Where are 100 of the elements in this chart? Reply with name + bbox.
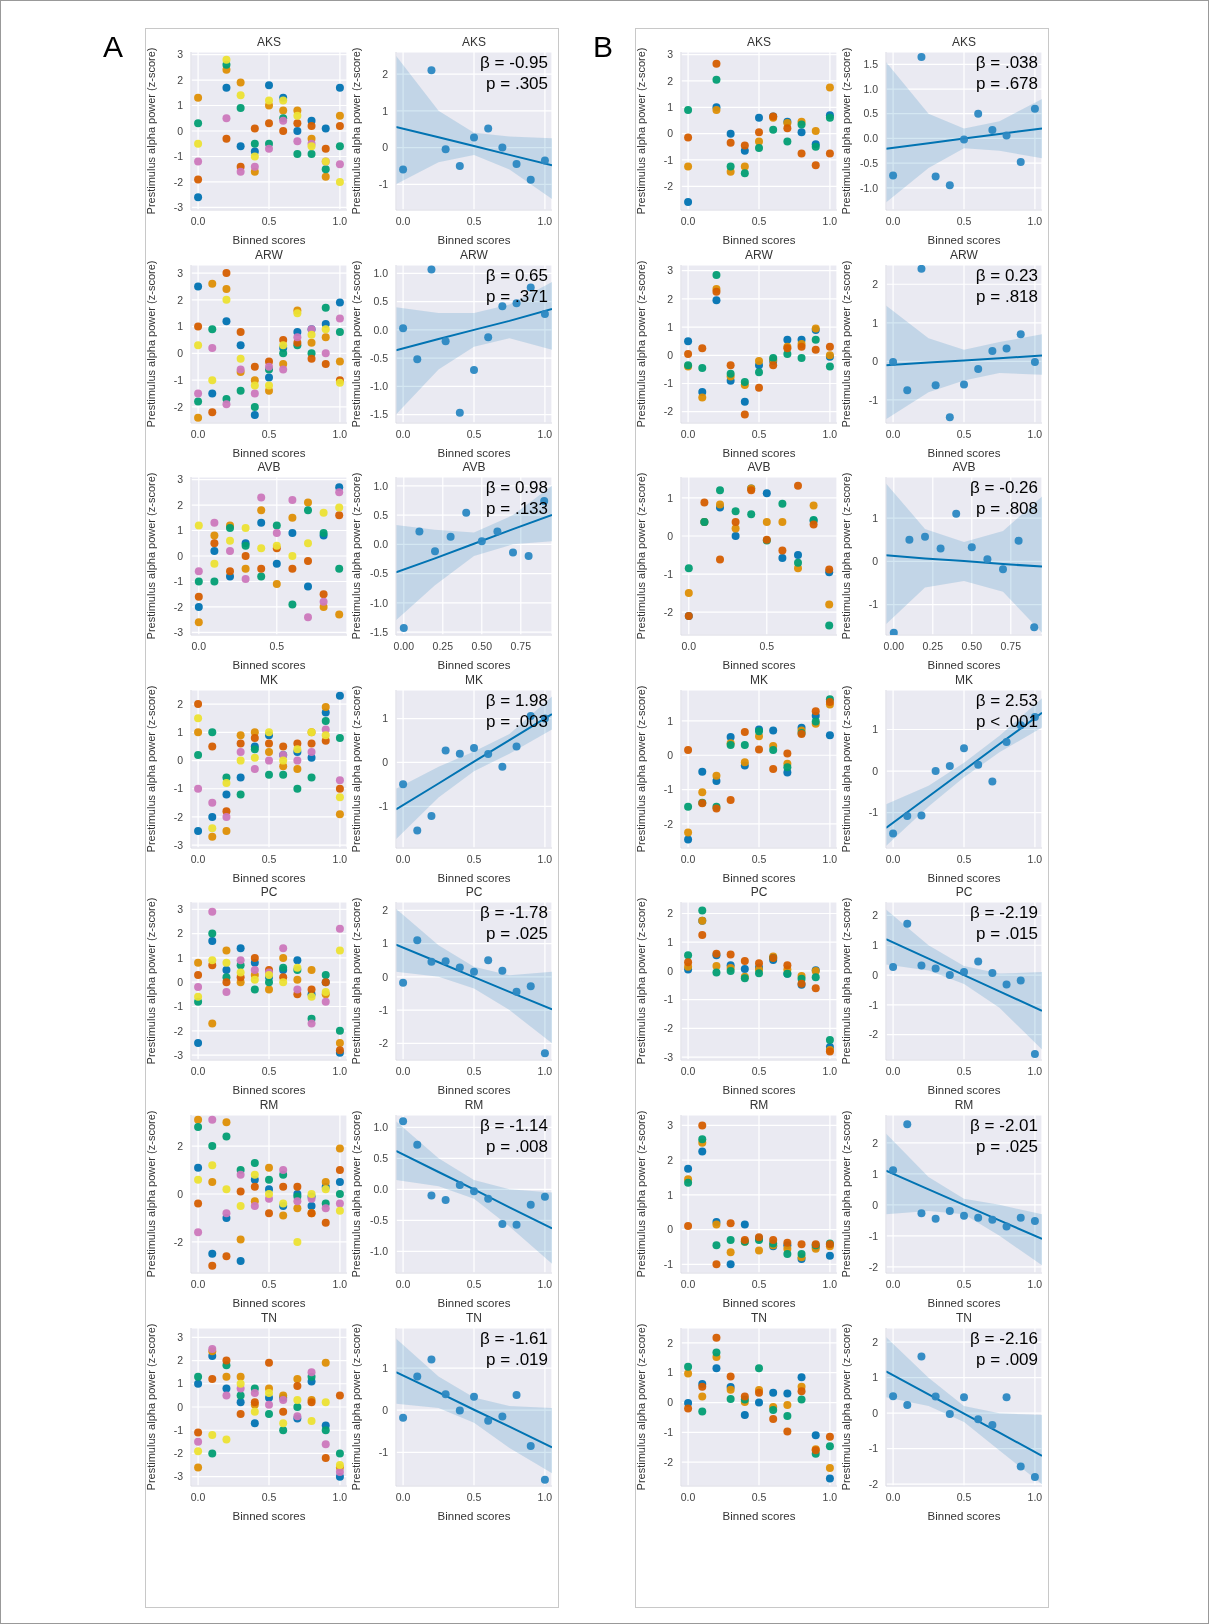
y-tick-label: 0.5 — [373, 295, 389, 307]
x-tick-label: 0.0 — [190, 853, 206, 866]
annotation: p = .818 — [975, 285, 1038, 307]
chart-title: AVB — [256, 460, 282, 475]
x-tick-label: 0.5 — [466, 428, 482, 441]
chart-title: ARW — [949, 247, 979, 262]
y-tick-label: 1 — [667, 936, 674, 949]
y-tick-label: -2 — [173, 1235, 184, 1248]
x-tick-label: 0.0 — [680, 1491, 696, 1504]
x-tick-label: 0.0 — [680, 215, 696, 228]
x-tick-label: 0.5 — [956, 853, 972, 866]
x-tick-label: 1.0 — [537, 215, 553, 228]
y-axis-title: Prestimulus alpha power (z-score) — [349, 1110, 362, 1278]
y-tick-label: 2 — [177, 927, 184, 940]
x-tick-label: 0.0 — [191, 640, 207, 653]
y-tick-label: -2 — [173, 175, 184, 188]
y-tick-label: 0 — [177, 754, 184, 767]
y-tick-label: -2 — [663, 817, 674, 830]
y-tick-label: 1.0 — [373, 266, 389, 279]
chart-title: PC — [464, 885, 484, 900]
x-tick-label: 0.0 — [190, 1491, 206, 1504]
x-axis-title: Binned scores — [927, 446, 1001, 459]
y-tick-label: 1 — [872, 723, 879, 736]
y-tick-label: 2 — [872, 909, 879, 922]
x-tick-label: 1.0 — [822, 1278, 838, 1291]
x-tick-label: 0.0 — [395, 853, 411, 866]
y-tick-label: -2 — [663, 606, 674, 619]
x-tick-label: 0.5 — [751, 1491, 767, 1504]
x-axis-title: Binned scores — [437, 234, 511, 246]
y-tick-label: -2 — [173, 1446, 184, 1459]
chart-title: PC — [954, 885, 974, 900]
x-tick-label: 0.0 — [680, 853, 696, 866]
annotation: β = -0.26 — [970, 477, 1038, 499]
x-tick-label: 0.0 — [680, 1065, 696, 1078]
x-tick-label: 0.5 — [751, 1278, 767, 1291]
y-tick-label: 3 — [667, 48, 674, 61]
y-tick-label: 2 — [667, 1153, 674, 1166]
y-tick-label: -2 — [173, 400, 184, 413]
text: B — [593, 30, 614, 64]
y-tick-label: 1 — [872, 939, 879, 952]
x-tick-label: 1.0 — [1027, 215, 1043, 228]
chart-title: AVB — [461, 460, 487, 475]
y-tick-label: 0 — [177, 976, 184, 989]
y-tick-label: 0 — [667, 1223, 674, 1236]
y-tick-label: 0 — [872, 969, 879, 982]
y-axis-title: Prestimulus alpha power (z-score) — [349, 1323, 362, 1491]
y-axis-title: Prestimulus alpha power (z-score) — [839, 47, 852, 215]
y-tick-label: 1 — [177, 1377, 184, 1390]
y-tick-label: -1 — [663, 568, 674, 580]
y-tick-label: 0 — [382, 141, 389, 154]
x-tick-label: 1.0 — [537, 428, 553, 441]
chart-title: TN — [750, 1310, 768, 1325]
x-tick-label: 0.5 — [466, 215, 482, 228]
chart-title: MK — [749, 672, 769, 687]
y-axis-title: Prestimulus alpha power (z-score) — [144, 472, 157, 640]
x-tick-label: 1.0 — [537, 1278, 553, 1291]
x-tick-label: 0.5 — [466, 853, 482, 866]
x-axis-title: Binned scores — [232, 1509, 306, 1522]
x-axis-title: Binned scores — [722, 1297, 796, 1309]
chart-title: MK — [259, 672, 279, 687]
y-axis-title: Prestimulus alpha power (z-score) — [349, 472, 362, 640]
x-tick-label: 0.5 — [956, 1278, 972, 1291]
y-axis-title: Prestimulus alpha power (z-score) — [349, 685, 362, 853]
text: A — [103, 30, 124, 64]
x-axis-title: Binned scores — [232, 1084, 306, 1097]
y-tick-label: -1 — [173, 373, 184, 386]
y-tick-label: -0.5 — [859, 156, 879, 169]
y-axis-title: Prestimulus alpha power (z-score) — [144, 1323, 157, 1491]
x-tick-label: 0.0 — [885, 215, 901, 228]
x-tick-label: 1.0 — [332, 1491, 348, 1504]
chart-title: AKS — [951, 35, 977, 49]
y-tick-label: -1 — [868, 998, 879, 1011]
chart-title: AKS — [256, 35, 282, 49]
y-tick-label: 1 — [382, 1361, 389, 1374]
y-tick-label: 2 — [872, 277, 879, 290]
y-axis-title: Prestimulus alpha power (z-score) — [349, 47, 362, 215]
y-tick-label: 0 — [872, 1198, 879, 1211]
annotation: β = -0.95 — [480, 52, 548, 73]
y-tick-label: -0.5 — [369, 1214, 389, 1227]
y-tick-label: 2 — [667, 907, 674, 920]
y-tick-label: -2 — [173, 600, 184, 613]
chart-title: ARW — [254, 247, 284, 262]
annotation: p = .678 — [975, 73, 1038, 94]
y-axis-title: Prestimulus alpha power (z-score) — [634, 1110, 647, 1278]
x-tick-label: 1.0 — [1027, 1278, 1043, 1291]
x-tick-label: 0.50 — [471, 640, 493, 653]
x-tick-label: 0.0 — [680, 1278, 696, 1291]
x-tick-label: 0.75 — [1000, 640, 1022, 653]
y-tick-label: 0 — [382, 1403, 389, 1416]
x-axis-title: Binned scores — [722, 871, 796, 884]
x-tick-label: 1.0 — [1027, 428, 1043, 441]
x-tick-label: 0.0 — [395, 1491, 411, 1504]
y-tick-label: 0 — [177, 346, 184, 359]
x-tick-label: 0.00 — [883, 640, 905, 653]
y-tick-label: 2 — [872, 1335, 879, 1348]
x-tick-label: 0.5 — [956, 1065, 972, 1078]
y-axis-title: Prestimulus alpha power (z-score) — [634, 472, 647, 640]
x-tick-label: 1.0 — [1027, 1065, 1043, 1078]
x-axis-title: Binned scores — [722, 1084, 796, 1097]
x-axis-title: Binned scores — [722, 659, 796, 672]
